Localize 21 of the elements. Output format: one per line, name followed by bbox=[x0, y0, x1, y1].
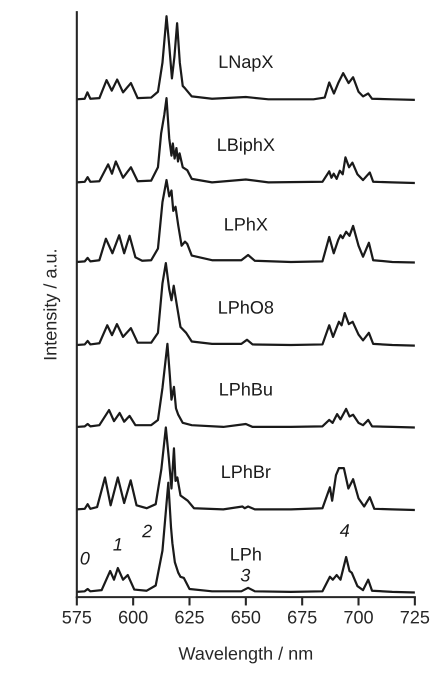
annotation: 2 bbox=[142, 524, 152, 538]
y-axis-title: Intensity / a.u. bbox=[43, 250, 60, 360]
series-label: LBiphX bbox=[218, 138, 275, 155]
series-label: LPhO8 bbox=[219, 300, 274, 314]
series-label: LPh bbox=[231, 547, 261, 560]
series-label: LNapX bbox=[220, 55, 274, 72]
annotation: 4 bbox=[340, 524, 350, 537]
annotation: 1 bbox=[113, 538, 122, 551]
x-tick-label: 725 bbox=[400, 610, 430, 624]
x-tick-label: 600 bbox=[119, 610, 148, 624]
series-label: LPhBr bbox=[222, 464, 271, 478]
series-label: LPhX bbox=[225, 217, 268, 231]
series-label: LPhBu bbox=[220, 382, 272, 396]
x-axis-title: Wavelength / nm bbox=[178, 646, 312, 664]
x-tick-label: 675 bbox=[288, 610, 316, 624]
x-tick-label: 700 bbox=[344, 610, 373, 624]
annotation: 3 bbox=[240, 568, 250, 582]
annotation: 0 bbox=[80, 552, 90, 565]
x-tick-label: 575 bbox=[62, 610, 92, 624]
x-tick-label: 625 bbox=[175, 610, 204, 624]
x-tick-label: 650 bbox=[232, 610, 260, 624]
